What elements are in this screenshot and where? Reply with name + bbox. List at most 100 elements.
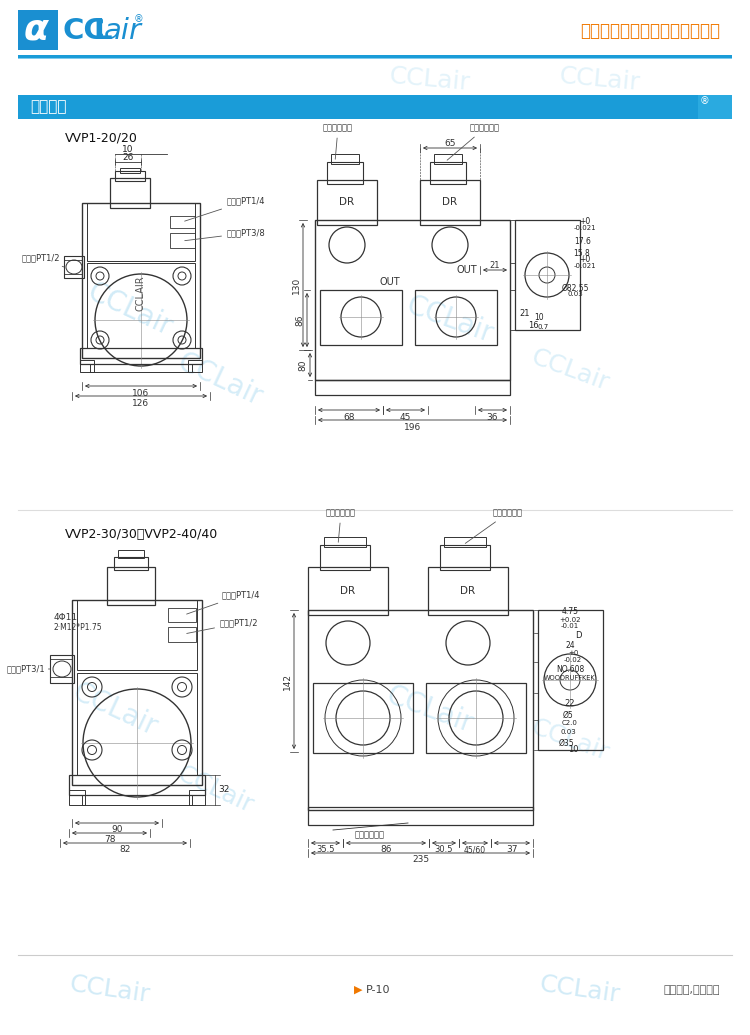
- Bar: [69, 775, 205, 795]
- Text: 90: 90: [111, 826, 123, 834]
- Bar: [420, 180, 480, 225]
- Bar: [77, 673, 197, 775]
- Text: CCLair: CCLair: [528, 715, 612, 765]
- Text: 压力调整螺栓: 压力调整螺栓: [465, 508, 523, 543]
- Bar: [308, 807, 533, 825]
- Text: 0.7: 0.7: [537, 324, 548, 330]
- Text: air: air: [104, 17, 142, 45]
- Text: ®: ®: [134, 14, 144, 24]
- Text: CCLair: CCLair: [538, 973, 622, 1007]
- Text: CCLair: CCLair: [528, 345, 612, 395]
- Bar: [426, 683, 526, 753]
- Bar: [72, 600, 202, 785]
- Bar: [327, 162, 363, 184]
- Text: 版权所有,侵权必究: 版权所有,侵权必究: [664, 985, 720, 995]
- Bar: [320, 290, 402, 345]
- Text: 泄油口PT1/4: 泄油口PT1/4: [187, 591, 260, 614]
- Bar: [118, 550, 144, 558]
- Text: CCLair: CCLair: [68, 678, 162, 742]
- Bar: [80, 348, 202, 364]
- Text: P-10: P-10: [366, 985, 391, 995]
- Text: -0.01: -0.01: [561, 623, 579, 629]
- Bar: [69, 790, 85, 805]
- Text: CCLair: CCLair: [173, 348, 267, 412]
- Text: -0.02: -0.02: [564, 657, 582, 663]
- Text: 22: 22: [565, 699, 575, 708]
- Bar: [415, 290, 497, 345]
- Bar: [107, 567, 155, 605]
- Text: 86: 86: [296, 315, 304, 326]
- Bar: [18, 10, 58, 50]
- Text: 35.5: 35.5: [316, 846, 334, 855]
- Bar: [168, 627, 196, 642]
- Text: 30.5: 30.5: [435, 846, 453, 855]
- Text: +0: +0: [579, 256, 591, 265]
- Text: +0: +0: [579, 217, 591, 227]
- Bar: [315, 220, 510, 380]
- Bar: [308, 610, 533, 810]
- Text: WOODRUFFKEK: WOODRUFFKEK: [544, 675, 596, 681]
- Text: 21: 21: [490, 261, 500, 269]
- Text: 0.03: 0.03: [560, 729, 576, 735]
- Text: 流量调整螺栓: 流量调整螺栓: [355, 830, 385, 839]
- Text: DR: DR: [460, 586, 476, 596]
- Text: +0.02: +0.02: [560, 617, 580, 623]
- Text: DR: DR: [340, 586, 356, 596]
- Bar: [324, 537, 366, 548]
- Text: CCLair: CCLair: [382, 681, 477, 739]
- Text: 全球自动化解决方案服务供应商: 全球自动化解决方案服务供应商: [580, 22, 720, 40]
- Text: 0.03: 0.03: [567, 291, 583, 297]
- Text: 压力调整螺栓: 压力调整螺栓: [326, 508, 356, 542]
- Text: CCLair: CCLair: [403, 292, 497, 349]
- Text: CCLair: CCLair: [83, 278, 177, 342]
- Bar: [315, 380, 510, 395]
- Text: ®: ®: [700, 96, 709, 106]
- Bar: [168, 608, 196, 622]
- Text: 10: 10: [568, 745, 578, 755]
- Bar: [188, 360, 202, 372]
- Bar: [313, 683, 413, 753]
- Text: C2.0: C2.0: [562, 720, 578, 726]
- Bar: [80, 360, 94, 372]
- Bar: [434, 154, 462, 164]
- Text: α: α: [24, 13, 49, 47]
- Text: 130: 130: [292, 276, 301, 294]
- Text: 10: 10: [122, 145, 134, 153]
- Text: DR: DR: [442, 197, 458, 207]
- Text: CCLair: CCLair: [68, 973, 152, 1007]
- Text: 泄油口PT1/4: 泄油口PT1/4: [184, 197, 266, 221]
- Bar: [110, 178, 150, 208]
- Bar: [82, 795, 192, 805]
- Bar: [308, 567, 388, 615]
- Text: VVP2-30/30、VVP2-40/40: VVP2-30/30、VVP2-40/40: [65, 529, 218, 541]
- Text: 出油口PT3/8: 出油口PT3/8: [184, 229, 266, 241]
- Bar: [115, 171, 145, 181]
- Text: 入油口PT1/2: 入油口PT1/2: [22, 254, 64, 267]
- Text: D: D: [574, 630, 581, 640]
- Bar: [538, 610, 603, 750]
- Text: 26: 26: [122, 153, 134, 162]
- Text: ▶: ▶: [353, 985, 362, 995]
- Text: 4Φ11: 4Φ11: [54, 613, 78, 621]
- Text: Ø82.55: Ø82.55: [561, 284, 589, 293]
- Text: 4.75: 4.75: [562, 608, 578, 617]
- Text: L: L: [93, 17, 112, 45]
- Bar: [444, 537, 486, 548]
- Bar: [515, 220, 580, 330]
- Bar: [189, 790, 205, 805]
- Text: +0: +0: [568, 650, 578, 656]
- Text: 45/60: 45/60: [464, 846, 486, 855]
- Text: OUT: OUT: [457, 265, 477, 275]
- Text: Ø35: Ø35: [558, 739, 574, 747]
- Text: 65: 65: [444, 139, 456, 148]
- Text: DR: DR: [340, 197, 355, 207]
- Bar: [82, 203, 200, 358]
- Bar: [18, 95, 698, 119]
- Text: -0.021: -0.021: [574, 263, 596, 269]
- Text: -0.021: -0.021: [574, 225, 596, 231]
- Text: 82: 82: [119, 846, 130, 855]
- Bar: [430, 162, 466, 184]
- Text: 36: 36: [487, 413, 498, 421]
- Text: 86: 86: [380, 846, 392, 855]
- Bar: [87, 263, 195, 348]
